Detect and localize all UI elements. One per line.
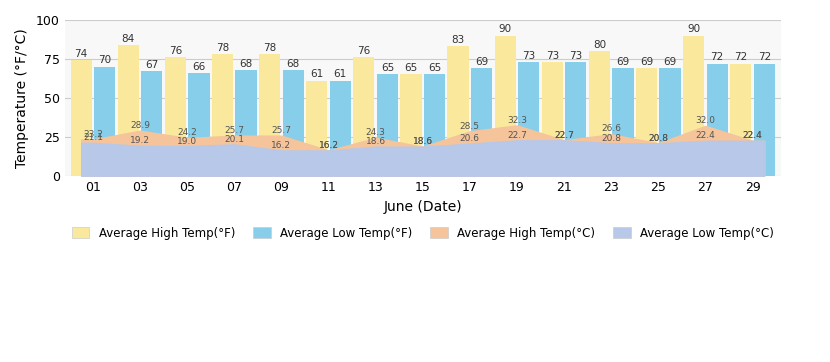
Text: 25.7: 25.7 bbox=[224, 126, 244, 135]
Bar bbox=[165, 57, 186, 176]
Text: 66: 66 bbox=[193, 62, 206, 72]
Bar bbox=[141, 71, 163, 176]
Bar bbox=[282, 70, 304, 176]
Text: 24.2: 24.2 bbox=[178, 128, 197, 137]
Text: 20.8: 20.8 bbox=[648, 134, 668, 143]
Text: 61: 61 bbox=[310, 70, 324, 80]
Bar bbox=[683, 35, 704, 176]
Text: 72: 72 bbox=[758, 52, 771, 62]
Text: 65: 65 bbox=[381, 63, 394, 73]
Text: 28.5: 28.5 bbox=[460, 122, 480, 131]
Bar bbox=[588, 51, 610, 176]
Text: 72: 72 bbox=[734, 52, 747, 62]
X-axis label: June (Date): June (Date) bbox=[383, 201, 462, 214]
Text: 72: 72 bbox=[710, 52, 724, 62]
Text: 32.3: 32.3 bbox=[507, 115, 527, 125]
Text: 68: 68 bbox=[239, 59, 252, 68]
Bar bbox=[236, 70, 256, 176]
Text: 28.9: 28.9 bbox=[130, 121, 150, 130]
Text: 90: 90 bbox=[499, 24, 512, 34]
Bar bbox=[706, 64, 728, 176]
Text: 20.8: 20.8 bbox=[601, 134, 621, 143]
Legend: Average High Temp(°F), Average Low Temp(°F), Average High Temp(°C), Average Low : Average High Temp(°F), Average Low Temp(… bbox=[67, 222, 779, 244]
Text: 22.7: 22.7 bbox=[507, 131, 527, 140]
Text: 65: 65 bbox=[428, 63, 441, 73]
Text: 20.8: 20.8 bbox=[648, 134, 668, 143]
Text: 67: 67 bbox=[145, 60, 159, 70]
Bar bbox=[754, 64, 775, 176]
Text: 69: 69 bbox=[640, 57, 653, 67]
Text: 23.2: 23.2 bbox=[83, 130, 103, 139]
Text: 73: 73 bbox=[569, 51, 583, 61]
Bar bbox=[354, 57, 374, 176]
Text: 19.0: 19.0 bbox=[177, 136, 198, 146]
Text: 22.4: 22.4 bbox=[696, 131, 715, 140]
Text: 65: 65 bbox=[404, 63, 417, 73]
Text: 73: 73 bbox=[522, 51, 535, 61]
Text: 24.3: 24.3 bbox=[366, 128, 386, 137]
Bar bbox=[306, 81, 327, 176]
Text: 16.2: 16.2 bbox=[319, 141, 339, 150]
Text: 70: 70 bbox=[98, 55, 111, 66]
Text: 76: 76 bbox=[168, 46, 182, 56]
Text: 80: 80 bbox=[593, 40, 606, 50]
Bar bbox=[471, 68, 492, 176]
Text: 83: 83 bbox=[452, 35, 465, 45]
Y-axis label: Temperature (°F/°C): Temperature (°F/°C) bbox=[15, 28, 29, 168]
Bar bbox=[730, 64, 751, 176]
Text: 73: 73 bbox=[545, 51, 559, 61]
Bar bbox=[94, 67, 115, 176]
Bar bbox=[565, 62, 587, 176]
Text: 21.1: 21.1 bbox=[83, 133, 103, 142]
Bar bbox=[400, 75, 422, 176]
Bar bbox=[660, 68, 681, 176]
Text: 84: 84 bbox=[122, 34, 135, 44]
Bar bbox=[518, 62, 540, 176]
Text: 78: 78 bbox=[216, 43, 229, 53]
Bar bbox=[377, 75, 398, 176]
Text: 22.7: 22.7 bbox=[554, 131, 574, 140]
Text: 90: 90 bbox=[687, 24, 701, 34]
Bar bbox=[636, 68, 657, 176]
Text: 76: 76 bbox=[357, 46, 370, 56]
Bar bbox=[118, 45, 139, 176]
Text: 22.4: 22.4 bbox=[743, 131, 763, 140]
Bar bbox=[447, 46, 469, 176]
Bar bbox=[613, 68, 633, 176]
Text: 18.6: 18.6 bbox=[413, 137, 432, 146]
Text: 69: 69 bbox=[617, 57, 630, 67]
Text: 68: 68 bbox=[286, 59, 300, 68]
Text: 20.6: 20.6 bbox=[460, 134, 480, 143]
Text: 20.1: 20.1 bbox=[224, 135, 244, 144]
Text: 22.7: 22.7 bbox=[554, 131, 574, 140]
Text: 26.6: 26.6 bbox=[601, 125, 621, 134]
Text: 78: 78 bbox=[263, 43, 276, 53]
Bar bbox=[330, 81, 351, 176]
Bar bbox=[424, 75, 445, 176]
Bar bbox=[188, 73, 209, 176]
Text: 18.6: 18.6 bbox=[413, 137, 432, 146]
Text: 61: 61 bbox=[334, 70, 347, 80]
Text: 69: 69 bbox=[663, 57, 676, 67]
Text: 25.7: 25.7 bbox=[271, 126, 291, 135]
Text: 32.0: 32.0 bbox=[696, 116, 715, 125]
Text: 22.4: 22.4 bbox=[743, 131, 763, 140]
Text: 16.2: 16.2 bbox=[271, 141, 291, 150]
Bar bbox=[71, 60, 92, 176]
Text: 19.2: 19.2 bbox=[130, 136, 150, 145]
Bar bbox=[259, 54, 281, 176]
Bar bbox=[542, 62, 563, 176]
Text: 18.6: 18.6 bbox=[365, 137, 386, 146]
Text: 16.2: 16.2 bbox=[319, 141, 339, 150]
Text: 74: 74 bbox=[75, 49, 88, 59]
Bar bbox=[495, 35, 515, 176]
Text: 69: 69 bbox=[475, 57, 488, 67]
Bar bbox=[212, 54, 233, 176]
